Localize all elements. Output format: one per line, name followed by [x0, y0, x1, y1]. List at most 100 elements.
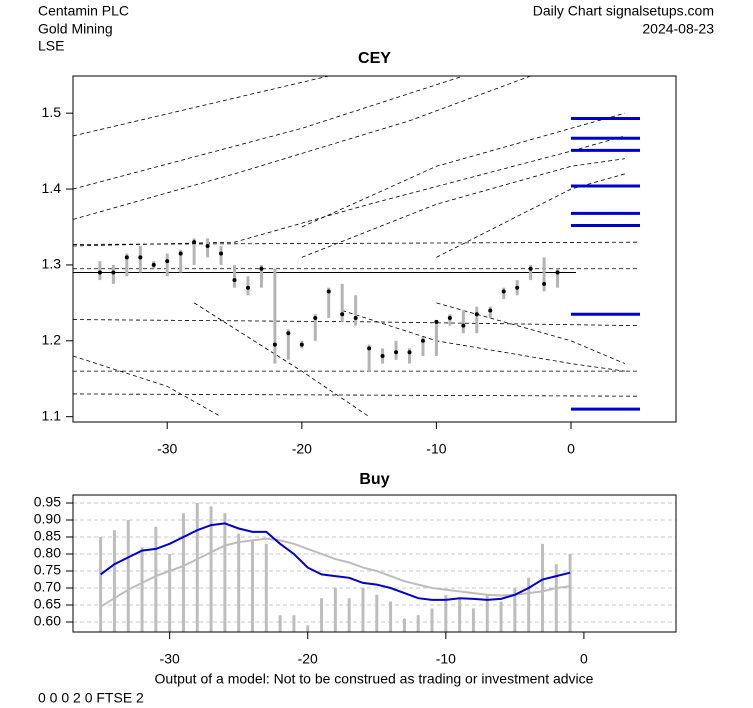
close-point	[461, 323, 466, 328]
bar	[154, 526, 158, 632]
close-point	[299, 342, 304, 347]
trend-line	[73, 76, 464, 190]
bar	[568, 553, 572, 632]
close-point	[501, 289, 506, 294]
x-tick-label: 0	[580, 651, 588, 667]
plot-area	[99, 502, 572, 632]
bar	[430, 608, 434, 632]
close-point	[555, 270, 560, 275]
x-tick-label: -10	[426, 441, 446, 457]
close-point	[219, 251, 224, 256]
chart-title: CEY	[358, 50, 391, 67]
bar	[375, 594, 379, 632]
close-point	[447, 316, 452, 321]
y-tick-label: 0.85	[34, 528, 61, 544]
footer-code: 0 0 0 2 0 FTSE 2	[38, 690, 144, 706]
y-tick-label: 1.4	[42, 180, 62, 196]
close-point	[313, 316, 318, 321]
bar	[181, 513, 185, 632]
plot-frame	[72, 494, 677, 633]
y-tick-label: 0.65	[34, 596, 61, 612]
y-tick-label: 1.1	[42, 407, 62, 423]
company: Centamin PLC	[38, 3, 129, 19]
bar	[389, 601, 393, 632]
bar	[554, 564, 558, 632]
bar	[361, 587, 365, 632]
close-point	[286, 331, 291, 336]
bar	[278, 615, 282, 632]
close-point	[340, 312, 345, 317]
close-point	[380, 353, 385, 358]
bar	[168, 553, 172, 632]
trend-line	[342, 310, 625, 372]
bar	[209, 506, 213, 632]
close-point	[272, 342, 277, 347]
bar	[499, 601, 503, 632]
bar	[112, 530, 116, 632]
close-point	[474, 312, 479, 317]
close-point	[111, 270, 116, 275]
close-point	[138, 255, 143, 260]
trend-line	[193, 302, 370, 418]
x-tick-label: -10	[436, 651, 456, 667]
bar	[99, 536, 103, 632]
series-line	[100, 522, 571, 601]
y-tick-label: 0.60	[34, 613, 61, 629]
trend-line	[436, 302, 626, 364]
close-point	[367, 346, 372, 351]
series-line	[100, 537, 571, 608]
bar	[444, 594, 448, 632]
x-tick-label: -20	[292, 441, 312, 457]
trend-line	[73, 319, 639, 327]
exchange: LSE	[38, 38, 64, 54]
close-point	[259, 266, 264, 271]
trend-line	[73, 76, 329, 137]
close-point	[326, 289, 331, 294]
close-point	[407, 350, 412, 355]
bar	[223, 513, 227, 632]
bar	[527, 577, 531, 632]
bar	[264, 543, 268, 632]
plot-frame	[72, 75, 677, 423]
y-tick-label: 1.2	[42, 332, 62, 348]
close-point	[178, 251, 183, 256]
bar	[416, 615, 420, 632]
close-point	[528, 266, 533, 271]
y-tick-label: 1.3	[42, 256, 62, 272]
trend-line	[73, 393, 639, 397]
trend-line	[73, 355, 222, 418]
y-tick-label: 0.80	[34, 545, 61, 561]
sector: Gold Mining	[38, 21, 113, 37]
close-point	[205, 243, 210, 248]
bar	[540, 543, 544, 632]
close-point	[515, 285, 520, 290]
y-tick-label: 0.70	[34, 579, 61, 595]
y-tick-label: 0.95	[34, 494, 61, 510]
date: 2024-08-23	[642, 21, 714, 37]
trend-line	[73, 135, 625, 247]
close-point	[97, 270, 102, 275]
close-point	[542, 281, 547, 286]
y-tick-label: 0.75	[34, 562, 61, 578]
close-point	[353, 316, 358, 321]
trend-line	[73, 241, 639, 245]
close-point	[192, 240, 197, 245]
bar	[237, 533, 241, 632]
plot-area	[73, 76, 640, 418]
close-point	[124, 255, 129, 260]
bar	[402, 618, 406, 632]
bar	[347, 598, 351, 632]
disclaimer: Output of a model: Not to be construed a…	[155, 671, 594, 687]
bar	[306, 625, 310, 632]
x-tick-label: 0	[567, 441, 575, 457]
close-point	[420, 338, 425, 343]
bar	[292, 615, 296, 632]
bar	[471, 608, 475, 632]
bar	[251, 540, 255, 632]
trend-line	[301, 112, 625, 228]
close-point	[488, 308, 493, 313]
x-tick-label: -30	[157, 441, 177, 457]
chart-title: Buy	[359, 471, 389, 488]
trend-line	[73, 76, 531, 220]
